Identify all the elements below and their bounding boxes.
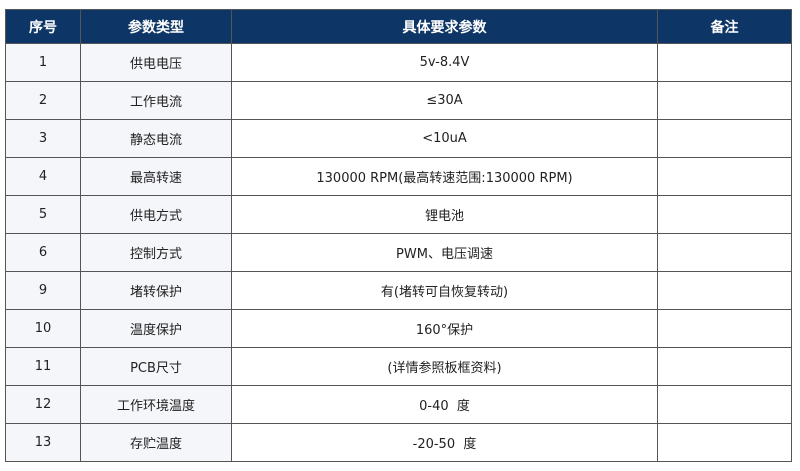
cell-remarks: [657, 119, 792, 158]
table-row: 12 工作环境温度 0-40 度: [5, 385, 792, 424]
cell-index: 1: [5, 43, 81, 82]
spec-table: 序号 参数类型 具体要求参数 备注 1 供电电压 5v-8.4V 2 工作电流 ≤30A 3…: [5, 9, 792, 462]
cell-remarks: [657, 271, 792, 310]
cell-remarks: [657, 423, 792, 462]
cell-param-type: 存贮温度: [80, 423, 232, 462]
cell-index: 9: [5, 271, 81, 310]
table-row: 2 工作电流 ≤30A: [5, 81, 792, 120]
cell-param-type: 工作环境温度: [80, 385, 232, 424]
cell-requirement: PWM、电压调速: [231, 233, 658, 272]
header-row: 序号 参数类型 具体要求参数 备注: [5, 9, 792, 44]
cell-requirement: 130000 RPM(最高转速范围:130000 RPM): [231, 157, 658, 196]
cell-requirement: 有(堵转可自恢复转动): [231, 271, 658, 310]
cell-requirement: 0-40 度: [231, 385, 658, 424]
cell-index: 5: [5, 195, 81, 234]
header-requirement: 具体要求参数: [231, 9, 658, 44]
cell-requirement: <10uA: [231, 119, 658, 158]
cell-requirement: (详情参照板框资料): [231, 347, 658, 386]
cell-remarks: [657, 385, 792, 424]
header-remarks: 备注: [657, 9, 792, 44]
cell-param-type: 静态电流: [80, 119, 232, 158]
cell-requirement: 160°保护: [231, 309, 658, 348]
cell-remarks: [657, 43, 792, 82]
cell-remarks: [657, 233, 792, 272]
header-param-type: 参数类型: [80, 9, 232, 44]
cell-index: 6: [5, 233, 81, 272]
cell-param-type: 控制方式: [80, 233, 232, 272]
cell-index: 10: [5, 309, 81, 348]
cell-remarks: [657, 81, 792, 120]
cell-param-type: 温度保护: [80, 309, 232, 348]
cell-index: 2: [5, 81, 81, 120]
cell-remarks: [657, 347, 792, 386]
cell-index: 12: [5, 385, 81, 424]
table-row: 13 存贮温度 -20-50 度: [5, 423, 792, 462]
cell-param-type: 供电方式: [80, 195, 232, 234]
cell-remarks: [657, 157, 792, 196]
cell-param-type: 工作电流: [80, 81, 232, 120]
cell-requirement: ≤30A: [231, 81, 658, 120]
cell-requirement: -20-50 度: [231, 423, 658, 462]
cell-requirement: 锂电池: [231, 195, 658, 234]
cell-index: 11: [5, 347, 81, 386]
cell-param-type: 堵转保护: [80, 271, 232, 310]
cell-remarks: [657, 195, 792, 234]
cell-index: 3: [5, 119, 81, 158]
table-row: 4 最高转速 130000 RPM(最高转速范围:130000 RPM): [5, 157, 792, 196]
cell-param-type: PCB尺寸: [80, 347, 232, 386]
header-index: 序号: [5, 9, 81, 44]
cell-index: 4: [5, 157, 81, 196]
table-row: 5 供电方式 锂电池: [5, 195, 792, 234]
cell-param-type: 最高转速: [80, 157, 232, 196]
table-row: 11 PCB尺寸 (详情参照板框资料): [5, 347, 792, 386]
cell-param-type: 供电电压: [80, 43, 232, 82]
table-row: 10 温度保护 160°保护: [5, 309, 792, 348]
cell-remarks: [657, 309, 792, 348]
table-row: 1 供电电压 5v-8.4V: [5, 43, 792, 82]
table-row: 3 静态电流 <10uA: [5, 119, 792, 158]
table-row: 6 控制方式 PWM、电压调速: [5, 233, 792, 272]
table-row: 9 堵转保护 有(堵转可自恢复转动): [5, 271, 792, 310]
cell-index: 13: [5, 423, 81, 462]
cell-requirement: 5v-8.4V: [231, 43, 658, 82]
